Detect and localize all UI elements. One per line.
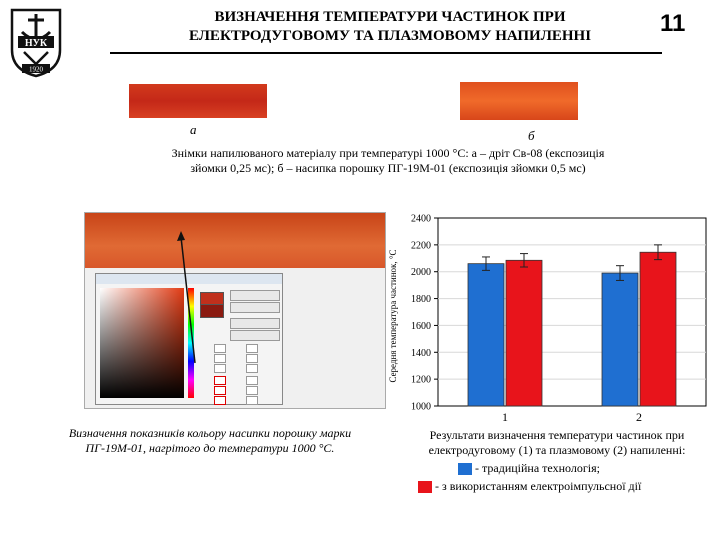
color-picker-dialog [95,273,283,405]
cmyk-m-field [246,386,258,395]
lab-b-field [246,364,258,373]
lab-l-field [246,344,258,353]
heated-powder-photo [85,213,385,268]
hue-field [214,344,226,353]
logo-year: 1920 [29,66,44,74]
photo-b [460,82,578,120]
green-field [214,386,226,395]
y-tick-label: 1200 [411,375,431,386]
x-tick-label: 1 [502,410,508,424]
chart-caption-line-1: Результати визначення температури частин… [429,428,685,442]
bar [467,263,505,407]
color-field [100,288,184,398]
y-tick-label: 1800 [411,294,431,305]
y-tick-label: 2400 [411,214,431,225]
brightness-field [214,364,226,373]
title-line-1: ВИЗНАЧЕННЯ ТЕМПЕРАТУРИ ЧАСТИНОК ПРИ [214,9,566,25]
cmyk-c-field [246,376,258,385]
y-tick-label: 1600 [411,321,431,332]
y-tick-label: 2200 [411,240,431,251]
y-tick-label: 1000 [411,402,431,413]
dialog-titlebar [96,274,282,284]
bar [601,272,639,407]
photos-caption-line-2: зйомки 0,25 мс); б – насипка порошку ПГ-… [190,161,586,175]
chart-caption: Результати визначення температури частин… [398,428,716,458]
university-logo: НУК 1920 [8,6,64,78]
photo-a-label: а [190,122,197,137]
legend-item-1: - традиційна технологія; [458,460,600,476]
current-color-swatch [200,304,224,318]
temperature-bar-chart: 1000 1200 1400 1600 1800 2000 2200 2400 1 2 Серед… [388,214,707,424]
pointer-arrow [177,231,196,364]
title-divider [110,52,662,54]
legend-label-1: - традиційна технологія; [475,461,600,475]
photos-caption: Знімки напилюваного матеріалу при темпер… [118,146,658,176]
color-picker-screenshot [84,212,386,409]
screenshot-caption-line-2: ПГ-19М-01, нагрітого до температури 1000… [85,441,335,455]
chart-caption-line-2: електродуговому (1) та плазмовому (2) на… [428,443,686,457]
libraries-button [230,330,280,341]
cancel-button [230,302,280,313]
cmyk-y-field [246,396,258,405]
title-line-2: ЕЛЕКТРОДУГОВОМУ ТА ПЛАЗМОВОМУ НАПИЛЕННІ [188,28,592,44]
screenshot-caption-line-1: Визначення показників кольору насипки по… [68,426,352,440]
legend-item-2: - з використанням електроімпульсної дії [418,478,641,494]
logo-text: НУК [25,38,48,49]
legend-swatch-red [418,481,432,494]
slide-number: 11 [660,10,686,37]
screenshot-caption: Визначення показників кольору насипки по… [30,426,390,456]
photo-a [129,84,267,118]
add-swatch-button [230,318,280,329]
saturation-field [214,354,226,363]
photos-caption-line-1: Знімки напилюваного матеріалу при темпер… [171,146,605,160]
legend-label-2: - з використанням електроімпульсної дії [435,479,642,493]
blue-field [214,396,226,405]
x-tick-label: 2 [636,410,642,424]
bar [639,251,677,407]
y-tick-label: 2000 [411,267,431,278]
ok-button [230,290,280,301]
photo-b-label: б [528,128,535,143]
red-field [214,376,226,385]
lab-a-field [246,354,258,363]
hue-slider [188,288,194,398]
bar [505,259,543,407]
legend-swatch-blue [458,463,472,476]
y-tick-label: 1400 [411,348,431,359]
y-axis-label: Середня температура частинок, °С [388,249,398,382]
slide-title: ВИЗНАЧЕННЯ ТЕМПЕРАТУРИ ЧАСТИНОК ПРИ ЕЛЕК… [150,8,630,46]
